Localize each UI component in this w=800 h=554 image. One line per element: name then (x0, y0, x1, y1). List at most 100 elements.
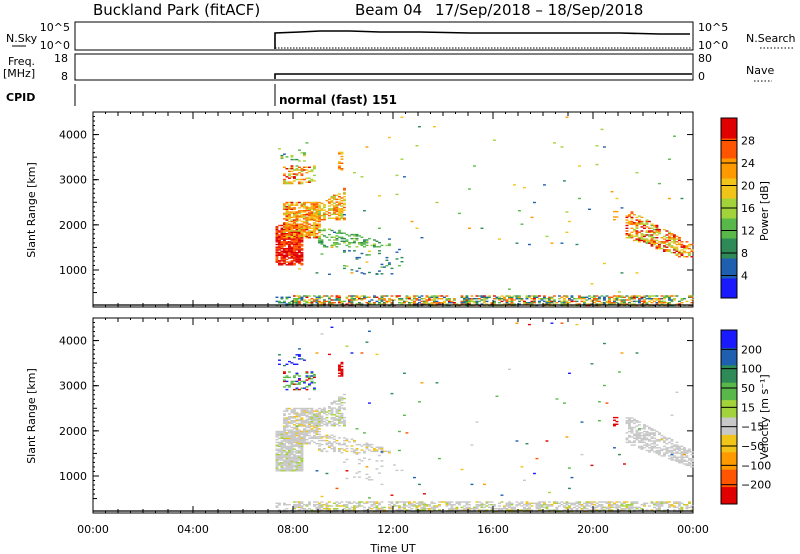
velocity-cell (295, 439, 299, 441)
velocity-colorbar-tick-label: 15 (741, 401, 755, 414)
power-cell (290, 181, 294, 183)
power-cell (338, 295, 341, 297)
velocity-cell (630, 504, 634, 506)
power-cell (660, 300, 664, 303)
velocity-cell (315, 426, 319, 429)
power-cell (350, 300, 354, 303)
power-cell (395, 174, 399, 177)
power-cell (313, 218, 316, 220)
power-cell (275, 258, 279, 261)
power-cell (290, 226, 294, 228)
power-cell (640, 239, 644, 242)
velocity-cell (293, 409, 296, 411)
velocity-cell (293, 388, 296, 391)
velocity-cell (308, 422, 311, 424)
velocity-cell (323, 418, 326, 420)
velocity-cell (375, 505, 379, 507)
power-cell (290, 173, 294, 175)
velocity-cell (635, 434, 639, 437)
power-cell (305, 295, 309, 297)
velocity-cell (670, 452, 674, 454)
power-cell (468, 300, 471, 303)
power-cell (288, 182, 291, 185)
velocity-cell (293, 505, 296, 507)
velocity-cell (333, 448, 336, 450)
power-cell (395, 251, 399, 253)
power-cell (325, 295, 329, 297)
power-cell (278, 251, 281, 254)
power-cell (300, 215, 304, 217)
velocity-cell (285, 417, 289, 419)
velocity-cell (373, 502, 376, 504)
power-cell (513, 184, 516, 186)
power-cell (645, 226, 649, 228)
velocity-cell (328, 501, 331, 503)
velocity-cell (533, 472, 536, 475)
power-cell (613, 210, 616, 213)
power-cell (640, 235, 644, 238)
velocity-cell (300, 456, 304, 458)
velocity-cell (663, 448, 666, 450)
velocity-cell (608, 508, 611, 510)
power-cell (300, 211, 304, 213)
velocity-colorbar-segment (721, 417, 737, 435)
velocity-cell (648, 440, 651, 442)
velocity-cell (400, 469, 404, 472)
velocity-cell (298, 434, 301, 437)
power-cell (285, 296, 289, 298)
velocity-cell (388, 508, 391, 510)
power-cell (330, 303, 334, 305)
power-cell (275, 253, 279, 255)
velocity-cell (330, 414, 334, 416)
power-cell (295, 228, 299, 231)
power-cell (595, 298, 599, 300)
power-cell (688, 295, 691, 297)
velocity-cell (598, 420, 601, 422)
velocity-cell (658, 440, 661, 442)
power-cell (678, 300, 681, 303)
velocity-cell (305, 416, 309, 418)
power-cell (490, 302, 494, 304)
power-cell (355, 295, 359, 297)
velocity-cell (648, 447, 651, 449)
velocity-cell (475, 504, 479, 506)
velocity-cell (318, 423, 321, 425)
power-cell (635, 300, 639, 303)
velocity-cell (580, 421, 584, 423)
velocity-cell (663, 453, 666, 456)
power-cell (520, 223, 524, 225)
velocity-cell (293, 464, 296, 467)
power-cell (295, 224, 299, 227)
power-cell (648, 296, 651, 298)
velocity-cell (630, 436, 634, 438)
velocity-cell (295, 466, 299, 468)
velocity-cell (625, 422, 629, 425)
power-cell (640, 300, 644, 303)
velocity-cell (303, 436, 306, 438)
velocity-cell (470, 508, 474, 510)
velocity-cell (483, 509, 486, 511)
velocity-cell (638, 437, 641, 439)
power-cell (285, 168, 289, 170)
velocity-cell (373, 450, 376, 453)
velocity-cell (280, 448, 284, 450)
velocity-cell (320, 418, 324, 420)
velocity-cell (370, 504, 374, 506)
velocity-cell (295, 407, 299, 410)
velocity-cell (295, 468, 299, 471)
power-cell (285, 181, 289, 183)
velocity-cell (543, 504, 546, 506)
velocity-cell (335, 415, 339, 417)
velocity-cell (650, 447, 654, 449)
power-cell (658, 246, 661, 248)
power-cell (315, 226, 319, 228)
power-cell (293, 230, 296, 232)
velocity-cell (415, 505, 419, 507)
power-cell (503, 299, 506, 301)
power-cell (283, 262, 286, 265)
velocity-cell (683, 460, 686, 462)
power-cell (338, 243, 341, 245)
velocity-cell (340, 416, 344, 419)
power-cell (478, 300, 481, 303)
velocity-cell (653, 440, 656, 442)
